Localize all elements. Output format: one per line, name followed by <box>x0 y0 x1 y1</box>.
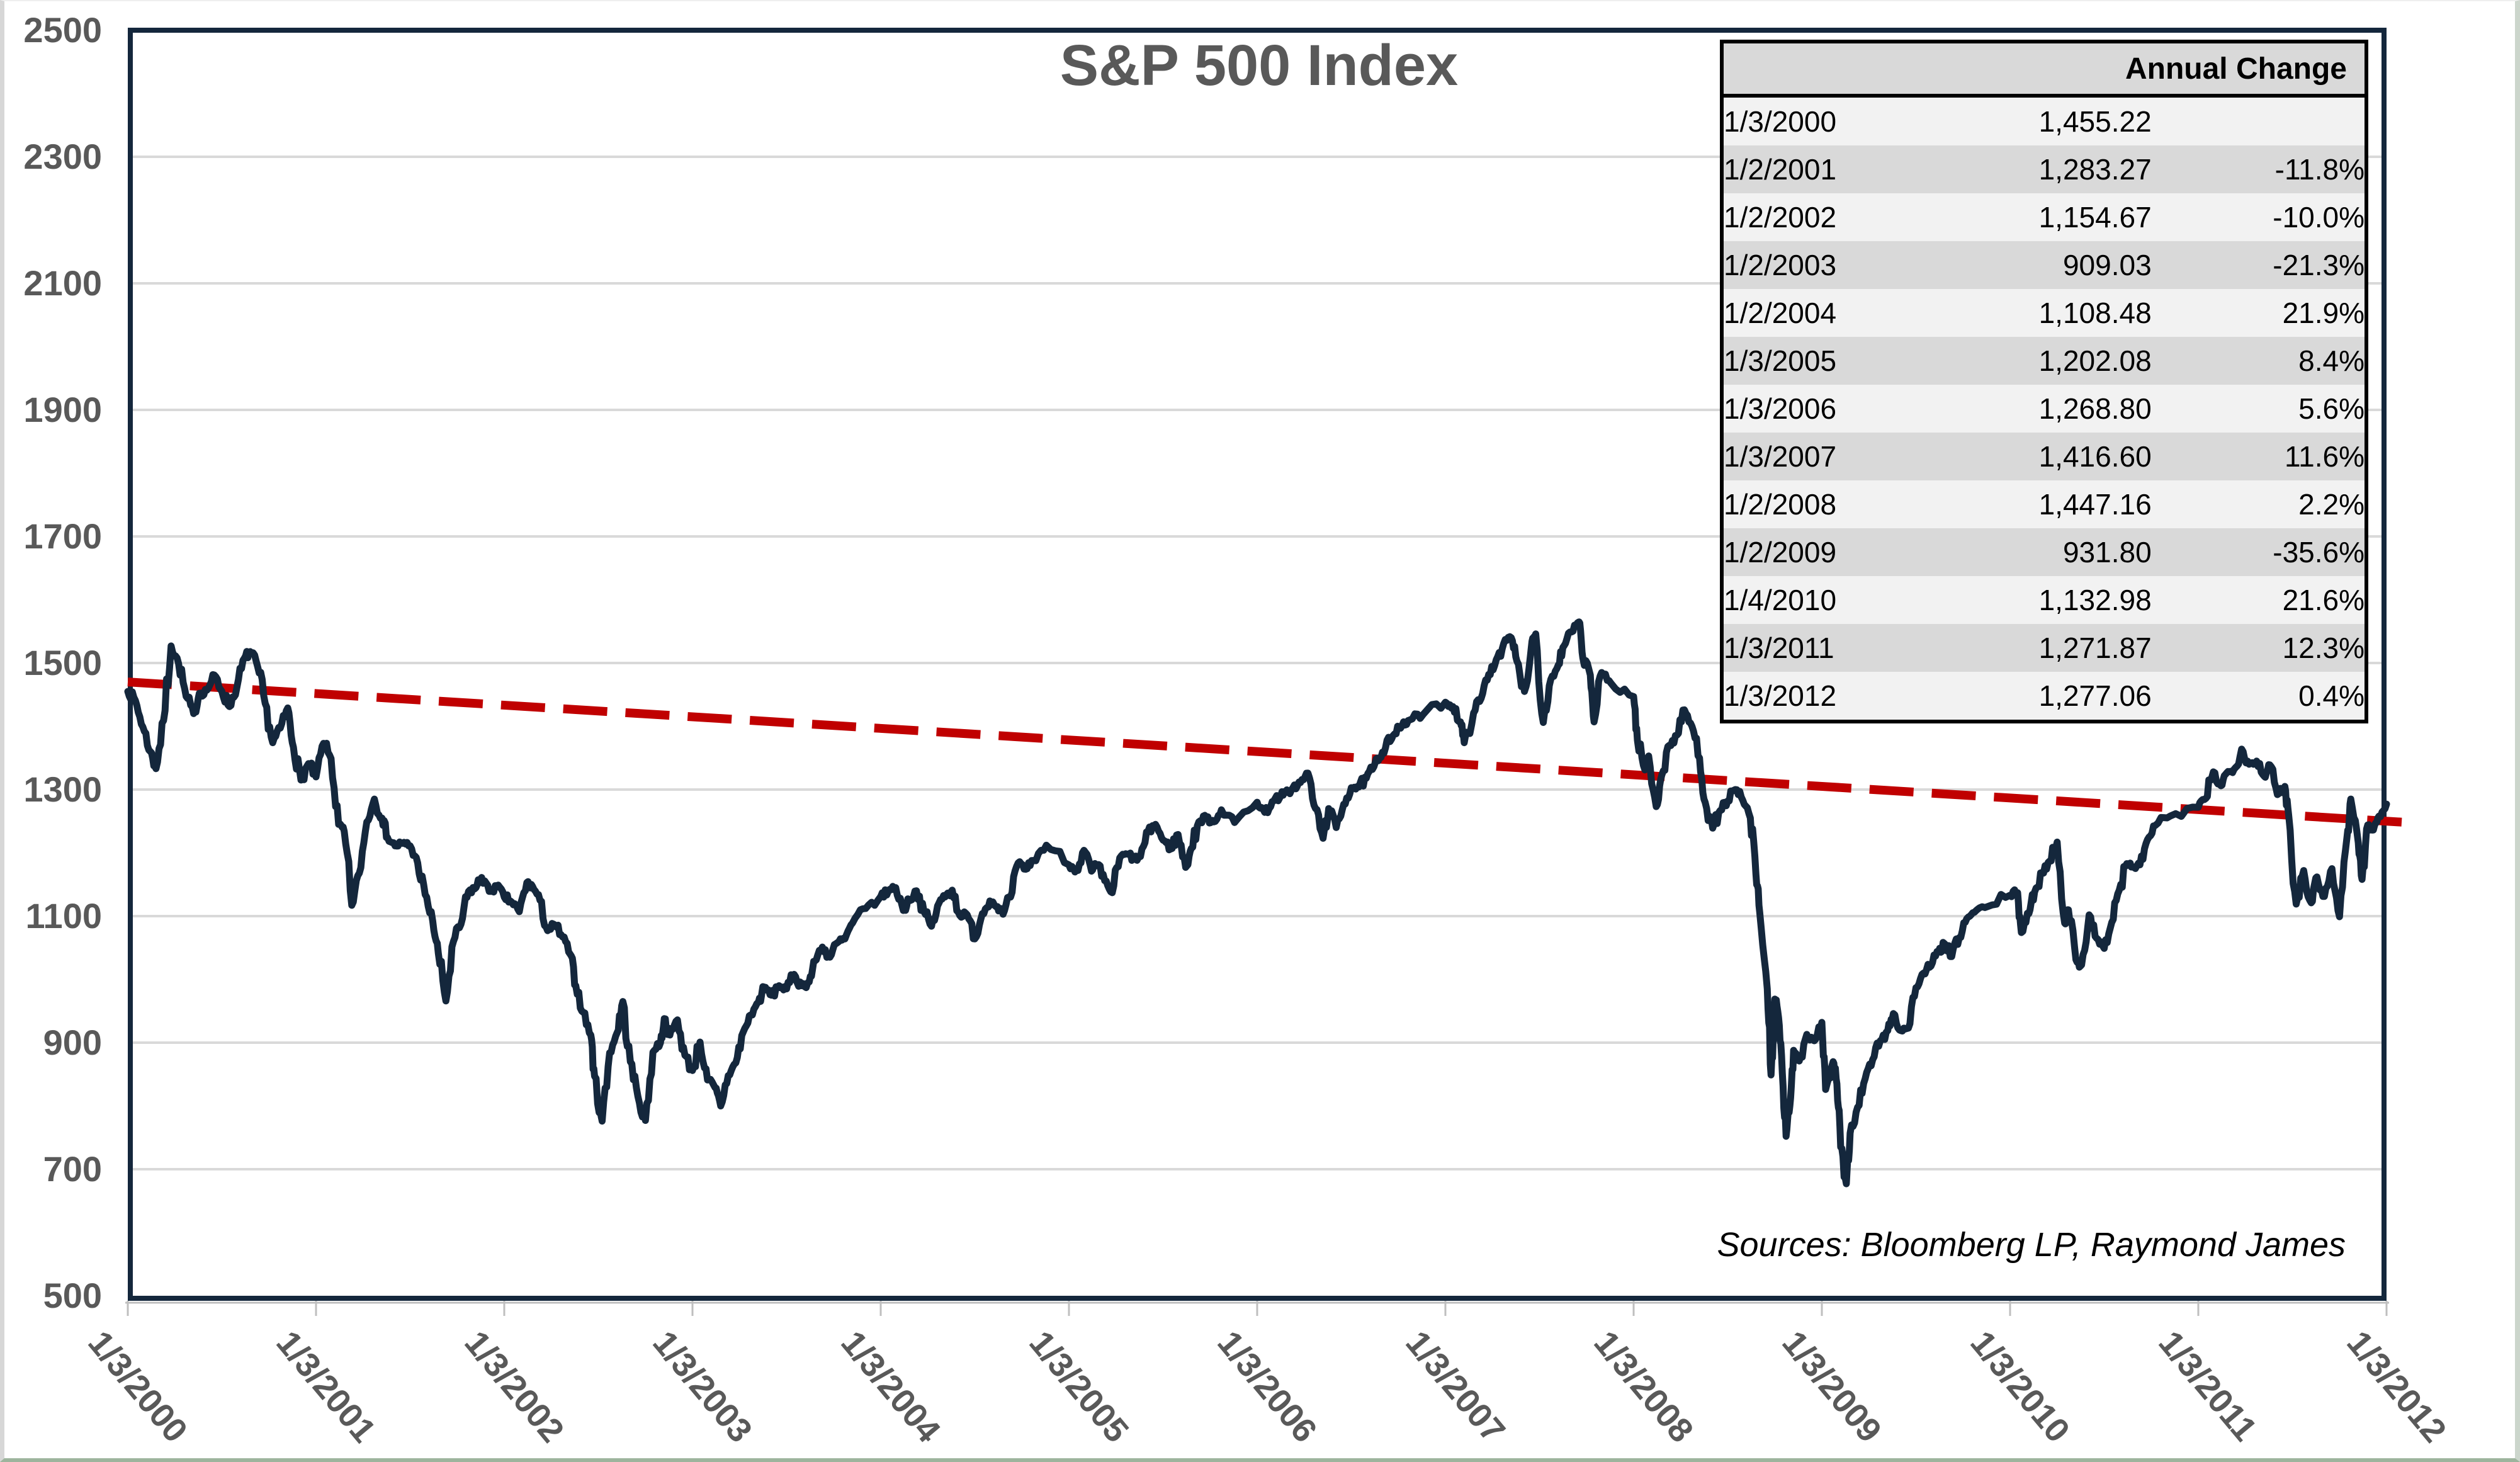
table-cell-value: 1,268.80 <box>2038 392 2152 425</box>
table-cell-value: 1,132.98 <box>2038 584 2152 616</box>
y-axis-tick-label: 2500 <box>23 10 102 50</box>
table-row: 1/3/2006 1,268.80 5.6% <box>1722 385 2366 433</box>
table-cell-value: 1,447.16 <box>2038 488 2152 521</box>
y-axis-tick-label: 700 <box>43 1149 102 1189</box>
y-axis-tick-label: 1300 <box>23 769 102 809</box>
table-cell-value: 1,455.22 <box>2038 105 2152 138</box>
y-axis-tick-label: 1100 <box>25 896 103 936</box>
table-cell-date: 1/3/2007 <box>1724 440 1837 473</box>
plot-area-border <box>128 28 2387 1301</box>
table-cell-change: 11.6% <box>2284 440 2365 473</box>
table-cell-value: 1,108.48 <box>2038 297 2152 329</box>
table-cell-value: 909.03 <box>2062 249 2152 281</box>
table-cell-date: 1/4/2010 <box>1724 584 1837 616</box>
table-row: 1/3/2007 1,416.60 11.6% <box>1722 433 2366 480</box>
y-axis-tick-label: 2100 <box>23 263 102 303</box>
table-row: 1/4/2010 1,132.98 21.6% <box>1722 576 2366 624</box>
table-cell-date: 1/2/2008 <box>1724 488 1837 521</box>
table-cell-date: 1/2/2004 <box>1724 297 1837 329</box>
table-cell-change: -10.0% <box>2273 201 2365 234</box>
table-header-row: Annual Change <box>1722 42 2366 98</box>
table-cell-change: 21.6% <box>2282 584 2365 616</box>
table-row: 1/2/2003 909.03 -21.3% <box>1722 241 2366 289</box>
table-cell-value: 1,277.06 <box>2038 679 2152 712</box>
table-cell-value: 931.80 <box>2062 536 2152 569</box>
table-cell-change: 2.2% <box>2298 488 2365 521</box>
table-cell-change: 0.4% <box>2298 679 2365 712</box>
table-cell-change: -21.3% <box>2273 249 2365 281</box>
y-axis-tick-label: 2300 <box>23 137 102 176</box>
table-cell-change: 8.4% <box>2298 344 2365 377</box>
y-axis-tick-label: 500 <box>43 1276 102 1315</box>
table-cell-value: 1,283.27 <box>2038 153 2152 186</box>
annual-change-table: Annual Change 1/3/2000 1,455.22 1/2/2001 1,… <box>1720 40 2368 723</box>
y-axis-tick-label: 1500 <box>23 643 102 683</box>
table-cell-value: 1,416.60 <box>2038 440 2152 473</box>
table-cell-change: -35.6% <box>2273 536 2365 569</box>
table-header-cell: Annual Change <box>1722 42 2366 98</box>
table-cell-date: 1/2/2002 <box>1724 201 1837 234</box>
table-row: 1/2/2002 1,154.67 -10.0% <box>1722 193 2366 241</box>
trendline <box>127 677 2402 827</box>
chart-title: S&P 500 Index <box>1059 33 1459 98</box>
y-axis-tick-label: 900 <box>43 1023 102 1062</box>
sp500-line-series <box>124 618 2390 1187</box>
table-cell-date: 1/3/2000 <box>1724 105 1837 138</box>
table-row: 1/2/2001 1,283.27 -11.8% <box>1722 145 2366 193</box>
table-cell-value: 1,271.87 <box>2038 632 2152 664</box>
table-row: 1/2/2008 1,447.16 2.2% <box>1722 480 2366 528</box>
table-cell-date: 1/3/2011 <box>1724 632 1834 664</box>
y-axis-tick-label: 1900 <box>23 390 102 429</box>
table-cell-change: -11.8% <box>2274 153 2365 186</box>
table-cell-date: 1/3/2006 <box>1724 392 1837 425</box>
table-cell-change: 12.3% <box>2282 632 2365 664</box>
table-row: 1/3/2012 1,277.06 0.4% <box>1722 672 2366 722</box>
table-row: 1/2/2004 1,108.48 21.9% <box>1722 289 2366 337</box>
table-cell-date: 1/3/2012 <box>1724 679 1837 712</box>
x-axis-ticks <box>127 1301 2388 1316</box>
table-cell-change: 5.6% <box>2298 392 2365 425</box>
table-cell-value: 1,202.08 <box>2038 344 2152 377</box>
y-axis-tick-label: 1700 <box>23 516 102 556</box>
table-row: 1/3/2000 1,455.22 <box>1722 96 2366 145</box>
table-cell-change <box>2152 96 2366 145</box>
table-row: 1/2/2009 931.80 -35.6% <box>1722 528 2366 576</box>
table-cell-date: 1/2/2009 <box>1724 536 1837 569</box>
table-cell-date: 1/3/2005 <box>1724 344 1837 377</box>
table-row: 1/3/2011 1,271.87 12.3% <box>1722 624 2366 672</box>
table-cell-date: 1/2/2003 <box>1724 249 1837 281</box>
table-cell-change: 21.9% <box>2282 297 2365 329</box>
table-cell-value: 1,154.67 <box>2038 201 2152 234</box>
source-note: Sources: Bloomberg LP, Raymond James <box>1717 1226 2346 1264</box>
table-cell-date: 1/2/2001 <box>1724 153 1837 186</box>
table-row: 1/3/2005 1,202.08 8.4% <box>1722 337 2366 385</box>
gridlines <box>130 156 2384 1170</box>
